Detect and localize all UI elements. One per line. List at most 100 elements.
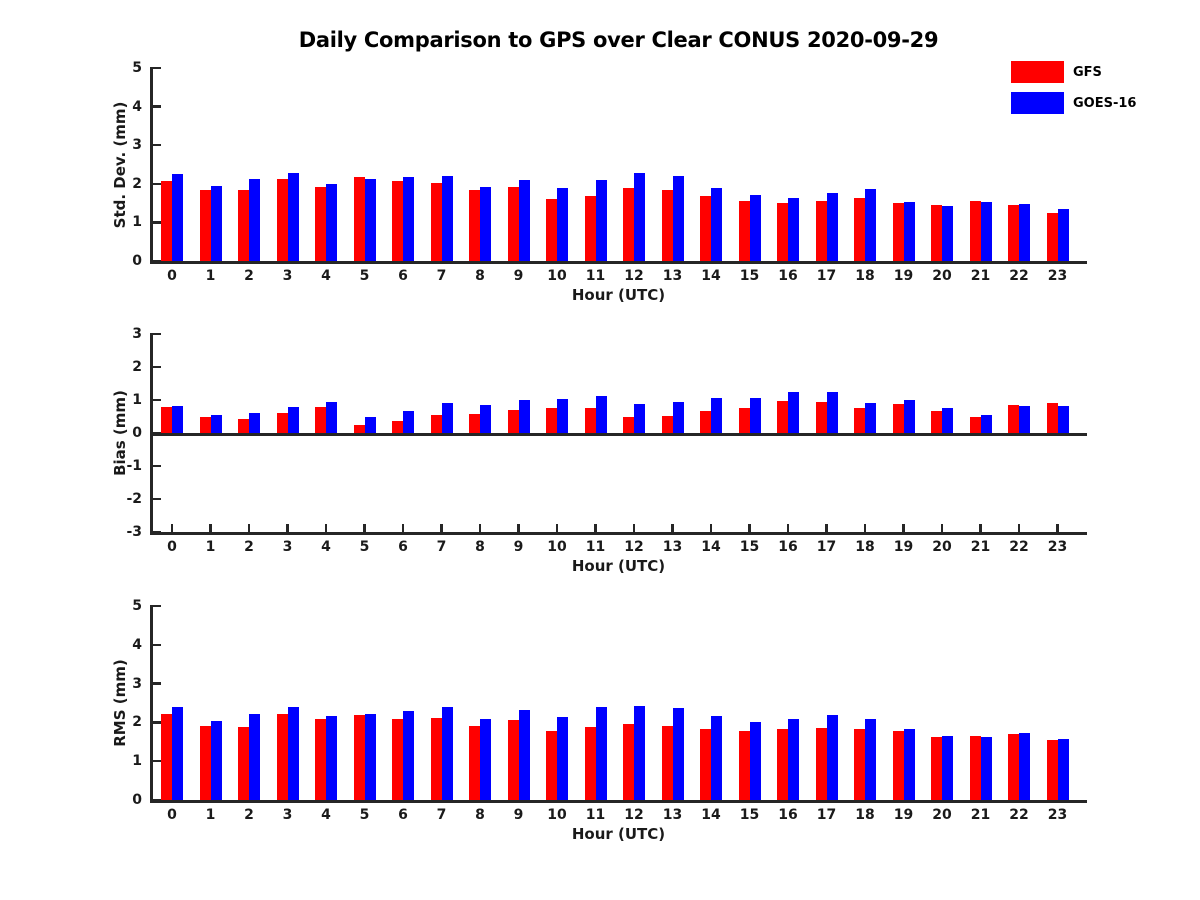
x-tick	[594, 792, 597, 800]
gfs-bar	[584, 407, 596, 433]
goes16-bar	[403, 710, 414, 800]
gfs-bar	[623, 724, 634, 800]
gfs-bar	[238, 418, 249, 433]
goes16-bar	[826, 714, 838, 800]
x-tick-label: 17	[816, 807, 837, 823]
gfs-bar	[199, 725, 211, 800]
x-tick-label: 4	[321, 807, 331, 823]
x-tick-label: 10	[547, 539, 567, 555]
x-tick	[786, 792, 790, 800]
gfs-bar	[738, 731, 750, 800]
goes16-bar	[595, 707, 607, 800]
x-tick	[170, 524, 174, 532]
legend-item-gfs: GFS	[1011, 61, 1196, 83]
goes16-bar	[865, 402, 876, 433]
x-tick-label: 14	[701, 268, 721, 284]
x-tick-label: 11	[585, 268, 606, 284]
goes16-bar	[634, 403, 645, 433]
x-tick-label: 23	[1047, 807, 1068, 823]
gfs-bar	[969, 735, 981, 800]
x-tick-label: 16	[778, 807, 798, 823]
gfs-bar	[700, 195, 711, 261]
y-axis-label: Std. Dev. (mm)	[111, 101, 129, 228]
gfs-bar	[469, 725, 480, 800]
goes16-bar	[1019, 203, 1030, 261]
goes16-bar	[249, 412, 260, 433]
gfs-bar	[546, 730, 557, 800]
x-tick-label: 8	[475, 807, 485, 823]
gfs-bar	[469, 414, 480, 433]
x-tick-label: 7	[436, 807, 447, 823]
goes16-bar	[441, 403, 453, 433]
y-tick-label: 4	[132, 98, 142, 115]
x-tick-label: 1	[205, 268, 216, 284]
x-tick	[709, 792, 713, 800]
x-tick	[1056, 524, 1059, 532]
goes16-bar	[826, 391, 838, 433]
gfs-bar	[777, 203, 788, 261]
y-tick	[152, 221, 161, 224]
goes16-bar	[557, 398, 568, 433]
x-tick	[902, 524, 905, 532]
gfs-bar	[584, 195, 596, 261]
zero-line	[150, 433, 1087, 436]
goes16-bar	[788, 718, 799, 800]
x-tick-label: 20	[932, 539, 952, 555]
gfs-bar	[199, 189, 211, 261]
x-tick	[363, 792, 366, 800]
x-tick-label: 2	[244, 268, 254, 284]
goes16-bar	[403, 177, 414, 261]
gfs-bar	[892, 203, 904, 261]
goes16-bar	[480, 718, 491, 800]
gfs-bar	[738, 407, 750, 433]
goes16-bar	[1057, 739, 1069, 800]
x-tick-label: 2	[244, 539, 254, 555]
goes16-bar	[172, 405, 183, 433]
x-tick	[786, 253, 790, 261]
goes16-bar	[364, 417, 376, 433]
gfs-bar	[315, 718, 326, 800]
goes16-bar	[557, 188, 568, 261]
gfs-bar	[469, 190, 480, 261]
goes16-bar	[788, 197, 799, 261]
goes16-bar	[403, 410, 414, 433]
y-tick	[152, 464, 161, 468]
gfs-bar	[546, 199, 557, 261]
x-tick-label: 8	[475, 539, 485, 555]
x-tick	[440, 792, 443, 800]
x-tick	[825, 253, 828, 261]
y-tick	[152, 182, 161, 186]
y-tick	[152, 798, 161, 802]
gfs-bar	[777, 400, 788, 433]
y-tick	[152, 105, 161, 108]
gfs-bar	[507, 720, 519, 800]
x-tick-label: 17	[816, 268, 837, 284]
x-tick	[440, 253, 443, 261]
x-axis-label: Hour (UTC)	[571, 825, 666, 843]
goes16-bar	[172, 706, 183, 800]
gfs-bar	[623, 187, 634, 261]
y-tick	[152, 66, 161, 70]
gfs-bar	[353, 715, 365, 800]
x-tick-label: 0	[167, 807, 177, 823]
gfs-bar	[1046, 213, 1058, 261]
x-tick-label: 12	[624, 539, 644, 555]
goes16-bar	[249, 714, 260, 800]
goes16-bar	[210, 185, 222, 261]
x-tick-label: 11	[585, 807, 606, 823]
y-tick	[152, 259, 161, 263]
x-tick-label: 9	[513, 539, 524, 555]
x-tick-label: 6	[398, 268, 408, 284]
y-tick-label: 0	[132, 253, 142, 269]
legend: GFS GOES-16	[1011, 61, 1196, 123]
x-tick	[786, 524, 790, 532]
gfs-bar	[392, 718, 403, 800]
goes16-bar	[826, 193, 838, 261]
goes16-bar	[903, 400, 915, 433]
x-tick-label: 13	[662, 268, 683, 284]
legend-label-gfs: GFS	[1073, 64, 1102, 80]
x-tick	[286, 792, 289, 800]
goes16-bar	[980, 202, 992, 261]
x-tick	[594, 524, 597, 532]
